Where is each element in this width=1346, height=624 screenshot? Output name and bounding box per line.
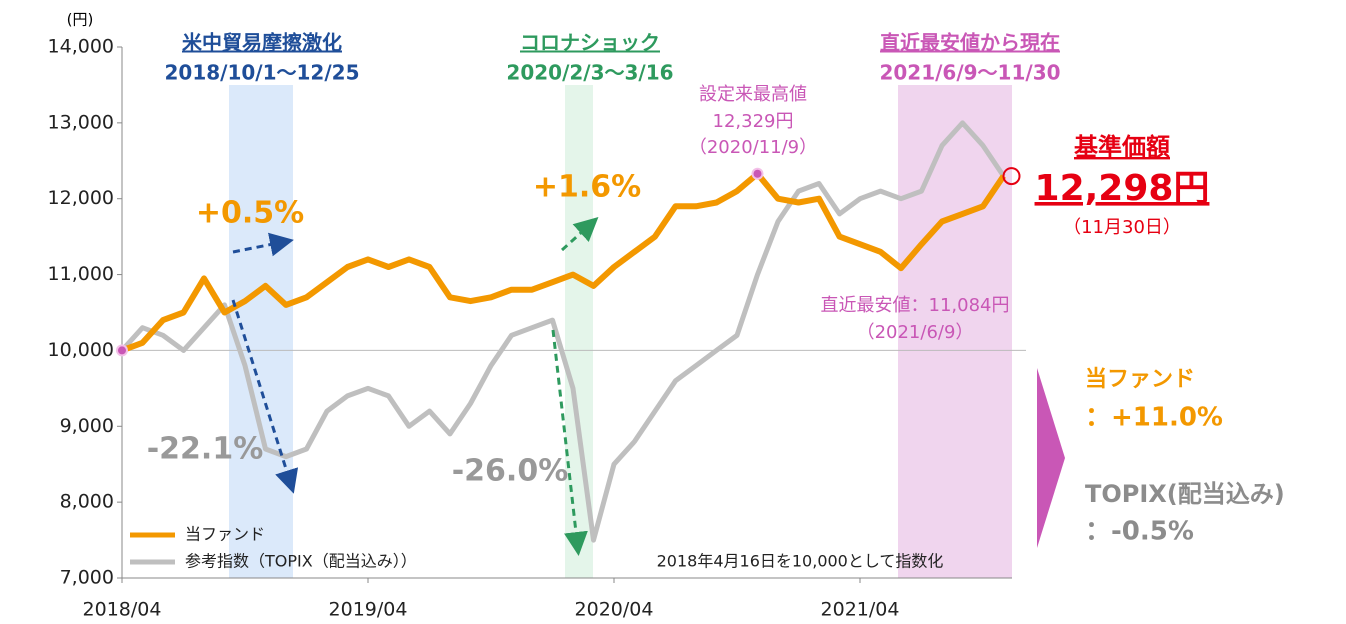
period-dates: 2018/10/1～12/25 — [165, 61, 360, 85]
summary: ：-0.5% — [1085, 517, 1194, 547]
period-title: コロナショック — [520, 31, 660, 55]
change-label: -22.1% — [147, 432, 264, 467]
high-label: 設定来最高値 — [699, 84, 807, 105]
series-line — [120, 170, 1006, 354]
low-label: （2021/6/9） — [857, 322, 974, 343]
arrow — [232, 232, 294, 257]
note: 2018年4月16日を10,000として指数化 — [657, 552, 944, 571]
nav-title: 基準価額 — [1074, 133, 1170, 161]
change-label: -26.0% — [452, 454, 569, 489]
y-tick-label: 14,000 — [48, 36, 114, 58]
y-tick-label: 13,000 — [48, 111, 114, 133]
y-unit: (円) — [67, 11, 94, 29]
change-label: +1.6% — [533, 170, 641, 205]
y-tick-label: 12,000 — [48, 187, 114, 209]
period-dates: 2020/2/3～3/16 — [506, 61, 673, 85]
x-tick-label: 2018/04 — [83, 599, 162, 621]
change-label: +0.5% — [196, 196, 304, 231]
x-tick-label: 2019/04 — [329, 599, 408, 621]
summary: ：+11.0% — [1085, 403, 1223, 433]
y-tick-label: 10,000 — [48, 339, 114, 361]
summary: TOPIX(配当込み) — [1085, 480, 1285, 508]
x-tick-label: 2020/04 — [575, 599, 654, 621]
arrow — [231, 299, 299, 494]
period-band — [229, 85, 293, 578]
point-marker — [751, 167, 764, 180]
high-label: 12,329円 — [713, 111, 794, 132]
x-tick-label: 2021/04 — [821, 599, 900, 621]
period-title: 米中貿易摩擦激化 — [182, 31, 342, 55]
nav-value: 12,298円 — [1035, 168, 1210, 209]
point-marker — [116, 344, 128, 357]
low-label: 直近最安値：11,084円 — [821, 295, 1010, 316]
y-tick-label: 11,000 — [48, 263, 114, 285]
period-band — [898, 85, 1012, 578]
y-tick-label: 8,000 — [60, 491, 114, 513]
summary: 当ファンド — [1085, 367, 1195, 392]
legend-label: 当ファンド — [185, 525, 265, 544]
high-label: （2020/11/9） — [689, 137, 817, 158]
period-title: 直近最安値から現在 — [880, 31, 1060, 55]
nav-date: （11月30日） — [1063, 217, 1181, 238]
y-tick-label: 7,000 — [60, 567, 114, 589]
legend-label: 参考指数（TOPIX（配当込み）） — [185, 552, 417, 571]
y-tick-label: 9,000 — [60, 415, 114, 437]
series-line — [120, 120, 1006, 543]
arrow — [551, 329, 588, 556]
period-dates: 2021/6/9～11/30 — [879, 61, 1060, 85]
end-marker — [1002, 167, 1021, 186]
arrow-shape — [1037, 368, 1065, 548]
